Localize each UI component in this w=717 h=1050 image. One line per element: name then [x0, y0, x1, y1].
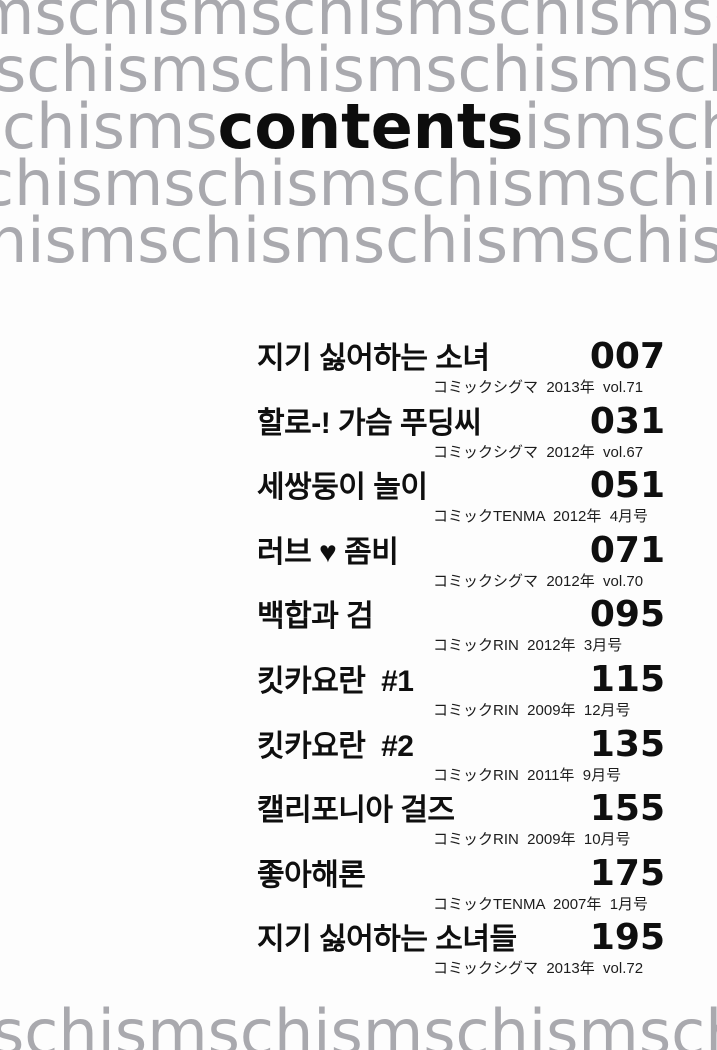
entry-title: 할로-! 가슴 푸딩씨 — [257, 406, 482, 440]
entry-source: コミックRIN 2011年 9月号 — [433, 766, 622, 784]
toc-entry: 백합과 검 095 コミックRIN 2012年 3月号 — [257, 595, 665, 660]
toc-entry: 킷카요란 #1 115 コミックRIN 2009年 12月号 — [257, 658, 665, 725]
entry-page-number: 155 — [589, 788, 665, 830]
toc-entry: 지기 싫어하는 소녀들 195 コミックシグマ 2013年 vol.72 — [257, 918, 665, 983]
entry-title: 세쌍둥이 놀이 — [257, 471, 428, 505]
entry-title: 지기 싫어하는 소녀들 — [257, 923, 517, 957]
background-pattern-row: schismschismschismschismschismschism — [0, 996, 717, 1050]
entry-title: 킷카요란 #2 — [257, 729, 414, 763]
background-pattern-row: hismschismschismschismschismschism — [0, 204, 717, 277]
entry-source: コミックシグマ 2013年 vol.71 — [433, 379, 644, 396]
background-pattern-row: schismschismschismschismschismschism — [0, 33, 717, 106]
schisms-pattern-top: mschismschismschismschismschismschism sc… — [0, 0, 717, 283]
entry-page-number: 115 — [589, 658, 665, 700]
entry-page-number: 031 — [589, 400, 665, 442]
pattern-text-after-title: ismschismschismschismschism — [523, 90, 717, 163]
entry-source: コミックRIN 2009年 10月号 — [433, 831, 631, 849]
entry-title: 러브 ♥ 좀비 — [257, 535, 399, 569]
entry-title: 캘리포니아 걸즈 — [257, 794, 455, 828]
toc-list: 지기 싫어하는 소녀 007 コミックシグマ 2013年 vol.71 할로-!… — [257, 337, 665, 983]
toc-entry: 세쌍둥이 놀이 051 コミックTENMA 2012年 4月号 — [257, 466, 665, 531]
entry-source: コミックTENMA 2012年 4月号 — [433, 508, 649, 526]
entry-page-number: 095 — [589, 594, 665, 636]
entry-page-number: 051 — [589, 465, 665, 507]
toc-entry: 지기 싫어하는 소녀 007 コミックシグマ 2013年 vol.71 — [257, 337, 665, 402]
page-title: contents — [217, 90, 524, 163]
entry-title: 백합과 검 — [257, 600, 374, 634]
entry-title: 킷카요란 #1 — [257, 664, 414, 698]
toc-entry: 러브 ♥ 좀비 071 コミックシグマ 2012年 vol.70 — [257, 529, 665, 596]
background-pattern-row: mschismschismschismschismschismschism — [0, 0, 717, 49]
entry-source: コミックシグマ 2012年 vol.67 — [433, 443, 644, 461]
entry-source: コミックRIN 2009年 12月号 — [433, 701, 631, 719]
entry-source: コミックRIN 2012年 3月号 — [433, 637, 623, 655]
toc-entry: 킷카요란 #2 135 コミックRIN 2011年 9月号 — [257, 723, 665, 790]
background-pattern-row-with-title: chismscontentsismschismschismschismschis… — [2, 96, 717, 158]
entry-source: コミックシグマ 2013年 vol.72 — [433, 960, 644, 978]
entry-page-number: 071 — [589, 529, 665, 571]
entry-page-number: 175 — [589, 852, 665, 894]
background-pattern-row: chismschismschismschismschismschism — [0, 147, 717, 220]
toc-entry: 캘리포니아 걸즈 155 コミックRIN 2009年 10月号 — [257, 789, 665, 854]
entry-source: コミックシグマ 2012年 vol.70 — [433, 572, 644, 590]
entry-source: コミックTENMA 2007年 1月号 — [433, 895, 649, 913]
schisms-pattern-bottom: schismschismschismschismschismschism — [0, 994, 717, 1050]
entry-page-number: 195 — [589, 917, 665, 959]
entry-title: 좋아해론 — [257, 858, 366, 892]
pattern-text-before-title: chisms — [2, 90, 218, 163]
toc-entry: 좋아해론 175 コミックTENMA 2007年 1月号 — [257, 852, 665, 919]
toc-entry: 할로-! 가슴 푸딩씨 031 コミックシグマ 2012年 vol.67 — [257, 400, 665, 467]
entry-title: 지기 싫어하는 소녀 — [257, 342, 490, 375]
entry-page-number: 007 — [589, 336, 665, 377]
entry-page-number: 135 — [589, 723, 665, 765]
